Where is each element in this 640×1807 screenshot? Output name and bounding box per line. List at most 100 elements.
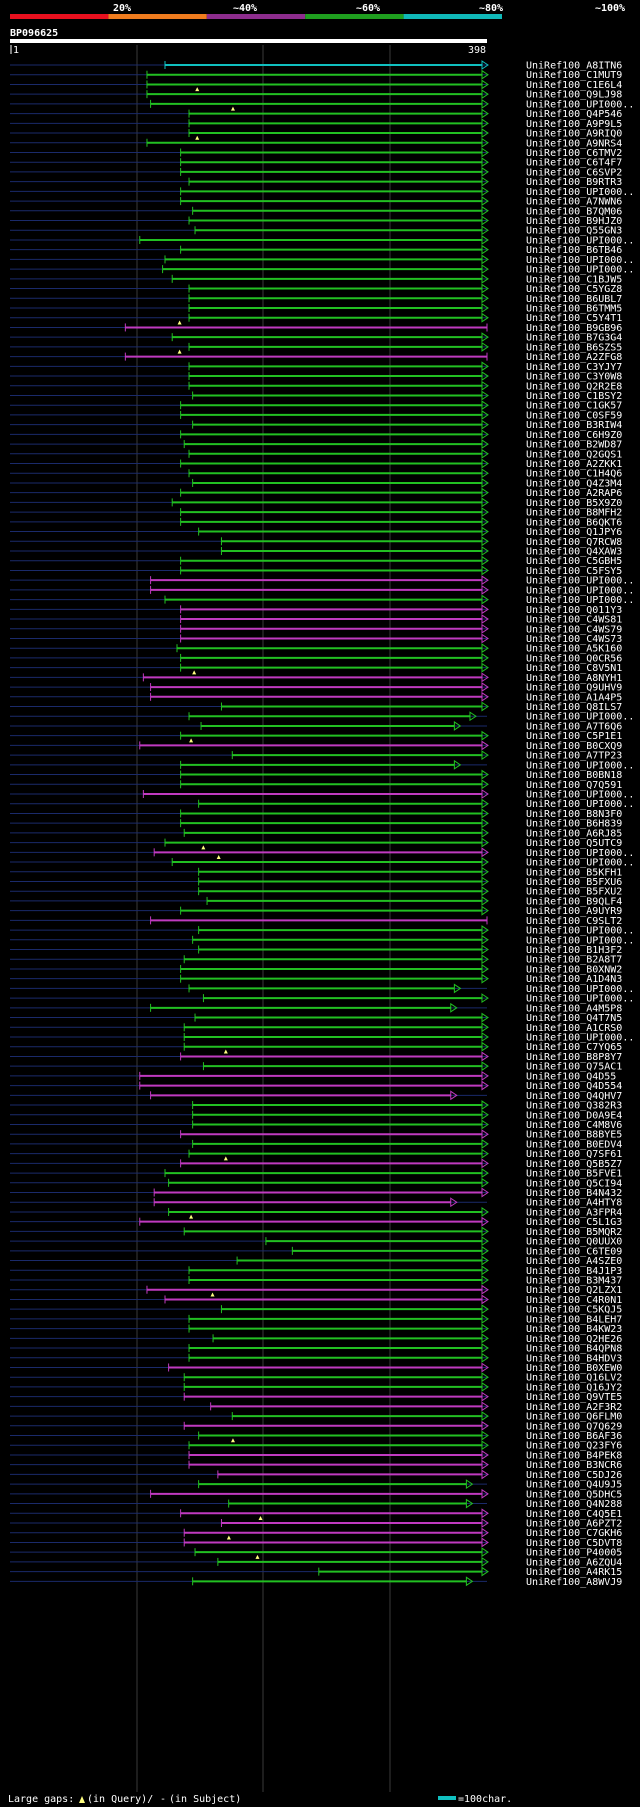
hit-label[interactable]: UniRef100_A6ZQU4: [526, 1557, 622, 1568]
hit-label[interactable]: UniRef100_Q1JPY6: [526, 527, 622, 538]
hit-label[interactable]: UniRef100_UPI000..: [526, 576, 634, 587]
hit-label[interactable]: UniRef100_C6T4F7: [526, 158, 622, 169]
hit-label[interactable]: UniRef100_C6TMV2: [526, 148, 622, 159]
hit-label[interactable]: UniRef100_A1D4N3: [526, 974, 622, 985]
hit-label[interactable]: UniRef100_UPI000..: [526, 760, 634, 771]
hit-label[interactable]: UniRef100_B4QPN8: [526, 1344, 622, 1355]
hit-label[interactable]: UniRef100_C4R0N1: [526, 1295, 622, 1306]
hit-label[interactable]: UniRef100_B3RIW4: [526, 420, 622, 431]
hit-label[interactable]: UniRef100_C1MUT9: [526, 70, 622, 81]
hit-label[interactable]: UniRef100_C1BJW5: [526, 274, 622, 285]
hit-label[interactable]: UniRef100_Q75AC1: [526, 1062, 622, 1073]
hit-label[interactable]: UniRef100_UPI000..: [526, 265, 634, 276]
hit-label[interactable]: UniRef100_B8BYE5: [526, 1130, 622, 1141]
hit-label[interactable]: UniRef100_C5P1E1: [526, 731, 622, 742]
hit-label[interactable]: UniRef100_C1H4Q6: [526, 469, 622, 480]
hit-label[interactable]: UniRef100_B4KW23: [526, 1324, 622, 1335]
hit-label[interactable]: UniRef100_B0EDV4: [526, 1139, 622, 1150]
hit-label[interactable]: UniRef100_C4WS81: [526, 615, 622, 626]
hit-label[interactable]: UniRef100_C1E6L4: [526, 80, 622, 91]
hit-label[interactable]: UniRef100_A2F3R2: [526, 1402, 622, 1413]
hit-label[interactable]: UniRef100_P40005: [526, 1548, 622, 1559]
hit-label[interactable]: UniRef100_B4HDV3: [526, 1353, 622, 1364]
hit-label[interactable]: UniRef100_B8P8Y7: [526, 1052, 622, 1063]
hit-label[interactable]: UniRef100_Q9LJ98: [526, 90, 622, 101]
hit-label[interactable]: UniRef100_B9QLF4: [526, 896, 622, 907]
hit-label[interactable]: UniRef100_C1GK57: [526, 401, 622, 412]
hit-label[interactable]: UniRef100_A5K160: [526, 644, 622, 655]
hit-label[interactable]: UniRef100_Q4P546: [526, 109, 622, 120]
hit-label[interactable]: UniRef100_B4PEK8: [526, 1450, 622, 1461]
hit-label[interactable]: UniRef100_C5Y4T1: [526, 313, 622, 324]
hit-label[interactable]: UniRef100_Q4D554: [526, 1081, 622, 1092]
hit-label[interactable]: UniRef100_A8ITN6: [526, 61, 622, 72]
hit-label[interactable]: UniRef100_C4Q5E1: [526, 1509, 622, 1520]
hit-label[interactable]: UniRef100_UPI000..: [526, 926, 634, 937]
hit-label[interactable]: UniRef100_B2WD87: [526, 440, 622, 451]
hit-label[interactable]: UniRef100_A7NWN6: [526, 197, 622, 208]
hit-label[interactable]: UniRef100_Q0UUX0: [526, 1237, 622, 1248]
hit-label[interactable]: UniRef100_B4J1P3: [526, 1266, 622, 1277]
hit-label[interactable]: UniRef100_C6H9Z0: [526, 430, 622, 441]
hit-label[interactable]: UniRef100_Q8ILS7: [526, 702, 622, 713]
hit-label[interactable]: UniRef100_B3M437: [526, 1276, 622, 1287]
hit-label[interactable]: UniRef100_C5KQJ5: [526, 1305, 622, 1316]
hit-label[interactable]: UniRef100_B7G3G4: [526, 333, 622, 344]
hit-label[interactable]: UniRef100_B6UBL7: [526, 294, 622, 305]
hit-label[interactable]: UniRef100_Q2R2E8: [526, 381, 622, 392]
hit-label[interactable]: UniRef100_B5FXU6: [526, 877, 622, 888]
hit-label[interactable]: UniRef100_Q2HE26: [526, 1334, 622, 1345]
hit-label[interactable]: UniRef100_UPI000..: [526, 255, 634, 266]
hit-label[interactable]: UniRef100_B0BN18: [526, 770, 622, 781]
hit-label[interactable]: UniRef100_UPI000..: [526, 585, 634, 596]
hit-label[interactable]: UniRef100_B8N3F0: [526, 809, 622, 820]
hit-label[interactable]: UniRef100_C3Y0W8: [526, 372, 622, 383]
hit-label[interactable]: UniRef100_Q2LZX1: [526, 1285, 622, 1296]
hit-label[interactable]: UniRef100_B9HJZ0: [526, 216, 622, 227]
hit-label[interactable]: UniRef100_B1H3F2: [526, 945, 622, 956]
hit-label[interactable]: UniRef100_A9UYR9: [526, 906, 622, 917]
hit-label[interactable]: UniRef100_Q4Z3M4: [526, 478, 622, 489]
hit-label[interactable]: UniRef100_B6H839: [526, 819, 622, 830]
hit-label[interactable]: UniRef100_A2ZFG8: [526, 352, 622, 363]
hit-label[interactable]: UniRef100_B8MFH2: [526, 508, 622, 519]
hit-label[interactable]: UniRef100_A3FPR4: [526, 1207, 622, 1218]
hit-label[interactable]: UniRef100_C0SF59: [526, 410, 622, 421]
hit-label[interactable]: UniRef100_B7QM06: [526, 206, 622, 217]
hit-label[interactable]: UniRef100_C7YQ65: [526, 1042, 622, 1053]
hit-label[interactable]: UniRef100_A4RK15: [526, 1567, 622, 1578]
hit-label[interactable]: UniRef100_C5DVT8: [526, 1538, 622, 1549]
hit-label[interactable]: UniRef100_UPI000..: [526, 712, 634, 723]
hit-label[interactable]: UniRef100_A8WVJ9: [526, 1577, 622, 1588]
hit-label[interactable]: UniRef100_UPI000..: [526, 1033, 634, 1044]
hit-label[interactable]: UniRef100_A6PZT2: [526, 1519, 622, 1530]
hit-label[interactable]: UniRef100_Q5DHC5: [526, 1489, 622, 1500]
hit-label[interactable]: UniRef100_Q6FLM0: [526, 1412, 622, 1423]
hit-label[interactable]: UniRef100_A7TP23: [526, 751, 622, 762]
hit-label[interactable]: UniRef100_Q4U9J5: [526, 1480, 622, 1491]
hit-label[interactable]: UniRef100_C5GBH5: [526, 556, 622, 567]
hit-label[interactable]: UniRef100_Q4N288: [526, 1499, 622, 1510]
hit-label[interactable]: UniRef100_B9GB96: [526, 323, 622, 334]
hit-label[interactable]: UniRef100_UPI000..: [526, 790, 634, 801]
hit-label[interactable]: UniRef100_A2RAP6: [526, 488, 622, 499]
hit-label[interactable]: UniRef100_A9P9L5: [526, 119, 622, 130]
hit-label[interactable]: UniRef100_Q55GN3: [526, 226, 622, 237]
hit-label[interactable]: UniRef100_A7T6Q6: [526, 721, 622, 732]
hit-label[interactable]: UniRef100_Q16JY2: [526, 1382, 622, 1393]
hit-label[interactable]: UniRef100_Q16LV2: [526, 1373, 622, 1384]
hit-label[interactable]: UniRef100_B5FXU2: [526, 887, 622, 898]
hit-label[interactable]: UniRef100_B5MQR2: [526, 1227, 622, 1238]
hit-label[interactable]: UniRef100_C5L1G3: [526, 1217, 622, 1228]
hit-label[interactable]: UniRef100_A2ZKK1: [526, 459, 622, 470]
hit-label[interactable]: UniRef100_Q7Q591: [526, 780, 622, 791]
hit-label[interactable]: UniRef100_Q382R3: [526, 1101, 622, 1112]
hit-label[interactable]: UniRef100_A4SZE0: [526, 1256, 622, 1267]
hit-label[interactable]: UniRef100_B5FVE1: [526, 1169, 622, 1180]
hit-label[interactable]: UniRef100_A4M5P8: [526, 1003, 622, 1014]
hit-label[interactable]: UniRef100_C5YGZ8: [526, 284, 622, 295]
hit-label[interactable]: UniRef100_C4WS73: [526, 634, 622, 645]
hit-label[interactable]: UniRef100_B4LEH7: [526, 1314, 622, 1325]
hit-label[interactable]: UniRef100_Q7Q629: [526, 1421, 622, 1432]
hit-label[interactable]: UniRef100_C9SLT2: [526, 916, 622, 927]
